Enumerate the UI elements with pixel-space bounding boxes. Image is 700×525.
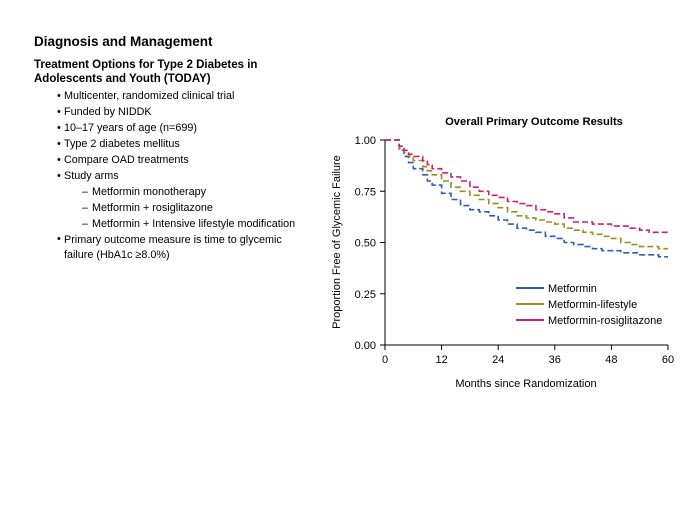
x-tick-label: 60	[662, 354, 674, 366]
bullet-condition: Type 2 diabetes mellitus	[57, 136, 312, 152]
y-tick-label: 0.50	[355, 238, 376, 250]
study-arm-lifestyle: Metformin + Intensive lifestyle modifica…	[64, 216, 312, 232]
x-tick-label: 0	[382, 354, 388, 366]
x-tick-label: 36	[549, 354, 561, 366]
study-arms-list: Metformin monotherapy Metformin + rosigl…	[64, 184, 312, 232]
series-line-metformin	[385, 139, 668, 258]
y-tick-label: 1.00	[355, 135, 376, 147]
bullet-funding: Funded by NIDDK	[57, 104, 312, 120]
legend-label-metformin-lifestyle: Metformin-lifestyle	[548, 299, 637, 311]
chart-axes: 0.00 0.25 0.50 0.75 1.00 0 12 24 36 48 60	[355, 135, 675, 366]
y-tick-label: 0.75	[355, 186, 376, 198]
y-tick-label: 0.25	[355, 289, 376, 301]
x-tick-label: 48	[605, 354, 617, 366]
bullet-list: Multicenter, randomized clinical trial F…	[57, 88, 312, 263]
study-arms-label: Study arms	[64, 170, 119, 182]
chart-title: Overall Primary Outcome Results	[445, 116, 623, 128]
bullet-study-arms: Study arms Metformin monotherapy Metform…	[57, 168, 312, 232]
survival-chart: Overall Primary Outcome Results 0.00 0.25…	[331, 116, 675, 390]
chart-legend: Metformin Metformin-lifestyle Metformin-ro…	[516, 283, 662, 327]
bullet-primary-outcome: Primary outcome measure is time to glyce…	[57, 232, 312, 263]
y-tick-label: 0.00	[355, 340, 376, 352]
bullet-age: 10–17 years of age (n=699)	[57, 120, 312, 136]
study-arm-rosiglitazone: Metformin + rosiglitazone	[64, 200, 312, 216]
section-title: Treatment Options for Type 2 Diabetes in…	[34, 59, 258, 85]
y-axis-label: Proportion Free of Glycemic Failure	[331, 155, 343, 329]
x-axis-label: Months since Randomization	[455, 378, 596, 390]
bullet-trial-design: Multicenter, randomized clinical trial	[57, 88, 312, 104]
x-tick-label: 12	[435, 354, 447, 366]
x-tick-label: 24	[492, 354, 504, 366]
legend-label-metformin-rosiglitazone: Metformin-rosiglitazone	[548, 315, 662, 327]
legend-label-metformin: Metformin	[548, 283, 597, 295]
study-arm-metformin: Metformin monotherapy	[64, 184, 312, 200]
chart-series-lines	[385, 139, 668, 258]
slide-title: Diagnosis and Management	[34, 34, 213, 49]
bullet-compare: Compare OAD treatments	[57, 152, 312, 168]
series-line-metformin-lifestyle	[385, 139, 668, 250]
